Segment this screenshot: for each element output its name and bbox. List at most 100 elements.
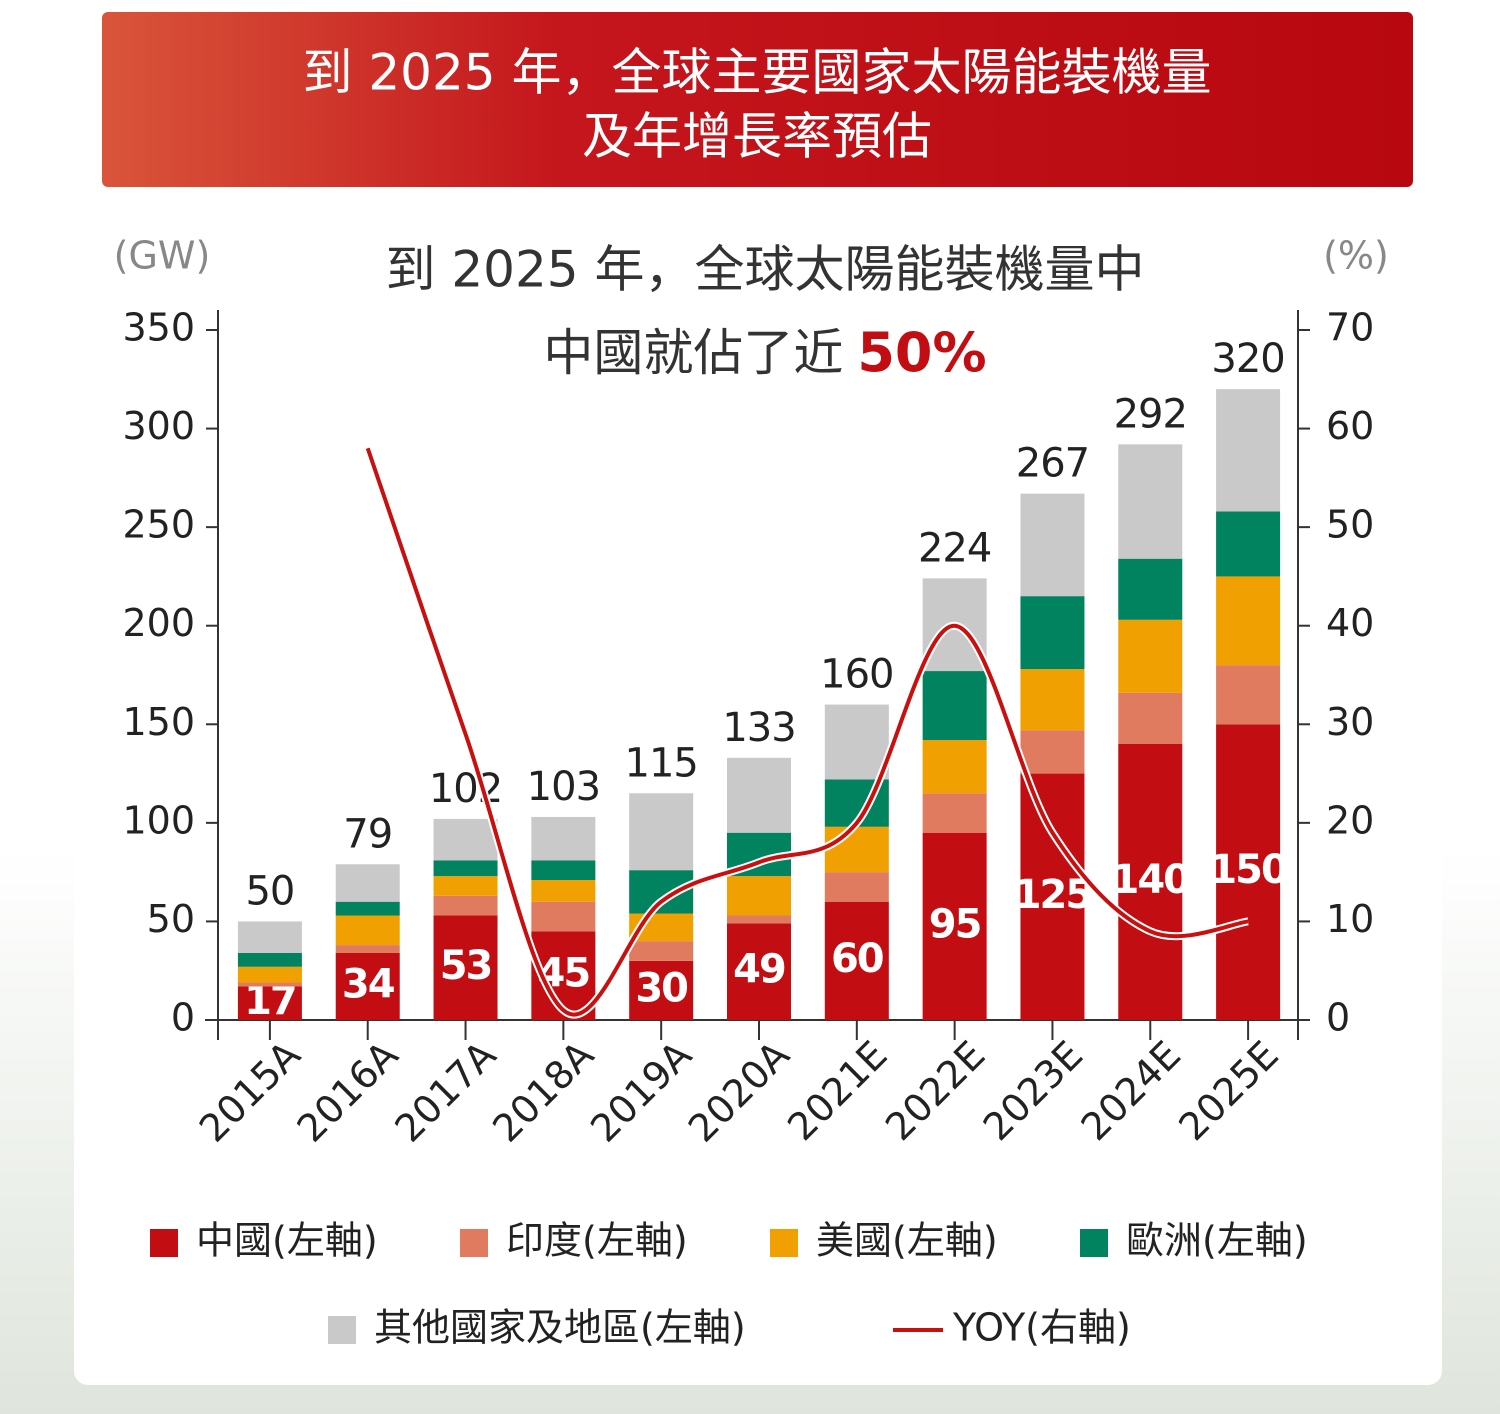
y2-tick-label: 50: [1326, 503, 1374, 547]
bar-segment: [824, 901, 889, 1020]
y-tick-label: 250: [122, 503, 195, 547]
y2-axis-label: (%): [1323, 234, 1389, 278]
bar-segment: [335, 945, 400, 953]
bar-segment: [629, 960, 694, 1020]
chart-title: 及年增長率預估: [582, 108, 932, 166]
total-label: 267: [1016, 441, 1089, 487]
bar-segment: [1118, 744, 1183, 1020]
bar-segment: [237, 921, 302, 953]
bar-segment: [1020, 493, 1085, 597]
bar-segment: [531, 901, 596, 932]
bar-segment: [237, 952, 302, 967]
legend-label: 印度(左軸): [506, 1219, 688, 1263]
bar-segment: [531, 880, 596, 902]
total-label: 50: [245, 868, 294, 914]
bar-segment: [433, 876, 498, 896]
bar-segment: [824, 704, 889, 780]
bar-segment: [1118, 619, 1183, 693]
legend-label: 中國(左軸): [196, 1219, 378, 1263]
data-label: 60: [831, 936, 883, 982]
bar-segment: [1216, 511, 1281, 577]
y-tick-label: 100: [122, 798, 195, 842]
total-label: 133: [722, 705, 795, 751]
total-label: 79: [343, 811, 392, 857]
data-label: 95: [929, 901, 981, 947]
y2-tick-label: 40: [1326, 601, 1374, 645]
bar-segment: [727, 876, 791, 916]
data-label: 49: [733, 947, 785, 993]
bar-segment: [433, 860, 498, 877]
card: [74, 10, 1442, 1385]
bar-segment: [922, 740, 987, 794]
bar-segment: [335, 915, 400, 946]
bar-segment: [629, 941, 694, 961]
bar-segment: [727, 757, 791, 833]
bar-segment: [335, 952, 400, 1020]
y-tick-label: 200: [122, 601, 195, 645]
legend-swatch: [770, 1229, 798, 1257]
y-tick-label: 300: [122, 404, 195, 448]
bar-segment: [335, 864, 400, 902]
bar-segment: [335, 901, 400, 916]
bar-segment: [1020, 596, 1085, 670]
bar-segment: [922, 793, 987, 833]
bar-segment: [629, 793, 694, 871]
y-tick-label: 350: [122, 306, 195, 350]
total-label: 292: [1114, 391, 1187, 437]
y2-tick-label: 70: [1326, 306, 1374, 350]
bar-segment: [531, 860, 596, 881]
y2-tick-label: 20: [1326, 798, 1374, 842]
y-axis-label: (GW): [114, 234, 211, 278]
total-label: 224: [918, 525, 991, 571]
bar-segment: [1216, 576, 1281, 666]
bar-segment: [1216, 389, 1281, 512]
legend-label: 其他國家及地區(左軸): [374, 1306, 746, 1350]
bar-segment: [824, 872, 889, 902]
bar-segment: [922, 832, 987, 1020]
y-tick-label: 50: [147, 897, 195, 941]
y2-tick-label: 0: [1326, 996, 1350, 1040]
data-label: 30: [635, 965, 687, 1011]
data-label: 125: [1014, 872, 1092, 918]
bar-segment: [237, 986, 302, 1020]
total-label: 103: [527, 764, 600, 810]
bar-segment: [237, 982, 302, 987]
bar-segment: [727, 915, 791, 924]
y-tick-label: 0: [171, 996, 195, 1040]
legend-swatch: [1080, 1229, 1108, 1257]
total-label: 320: [1211, 336, 1284, 382]
subtitle-highlight: 50%: [857, 321, 986, 384]
data-label: 34: [342, 961, 394, 1007]
subtitle: 中國就佔了近: [543, 324, 843, 382]
data-label: 140: [1112, 857, 1190, 903]
bar-segment: [1020, 730, 1085, 774]
legend-label: 美國(左軸): [816, 1219, 998, 1263]
bar-segment: [727, 923, 791, 1020]
bar-segment: [1118, 558, 1183, 620]
bar-segment: [433, 915, 498, 1020]
chart-title: 到 2025 年，全球主要國家太陽能裝機量: [302, 44, 1211, 102]
y2-tick-label: 60: [1326, 404, 1374, 448]
bar-segment: [433, 895, 498, 916]
subtitle: 中國就佔了近 50%: [543, 321, 986, 384]
bar-segment: [922, 671, 987, 741]
legend-swatch: [328, 1316, 356, 1344]
legend-swatch: [150, 1229, 178, 1257]
bar-segment: [1216, 665, 1281, 725]
bar-segment: [1020, 669, 1085, 731]
title-banner: [102, 12, 1413, 187]
bar-segment: [1216, 724, 1281, 1020]
bar-segment: [1118, 444, 1183, 559]
data-label: 53: [440, 943, 492, 989]
bar-segment: [237, 966, 302, 983]
line: [365, 447, 1249, 1017]
total-label: 160: [820, 652, 893, 698]
y-tick-label: 150: [122, 700, 195, 744]
y2-tick-label: 10: [1326, 897, 1374, 941]
data-label: 150: [1209, 847, 1287, 893]
bar-segment: [531, 816, 596, 861]
bar-segment: [1020, 773, 1085, 1020]
legend-label: 歐洲(左軸): [1126, 1219, 1308, 1263]
